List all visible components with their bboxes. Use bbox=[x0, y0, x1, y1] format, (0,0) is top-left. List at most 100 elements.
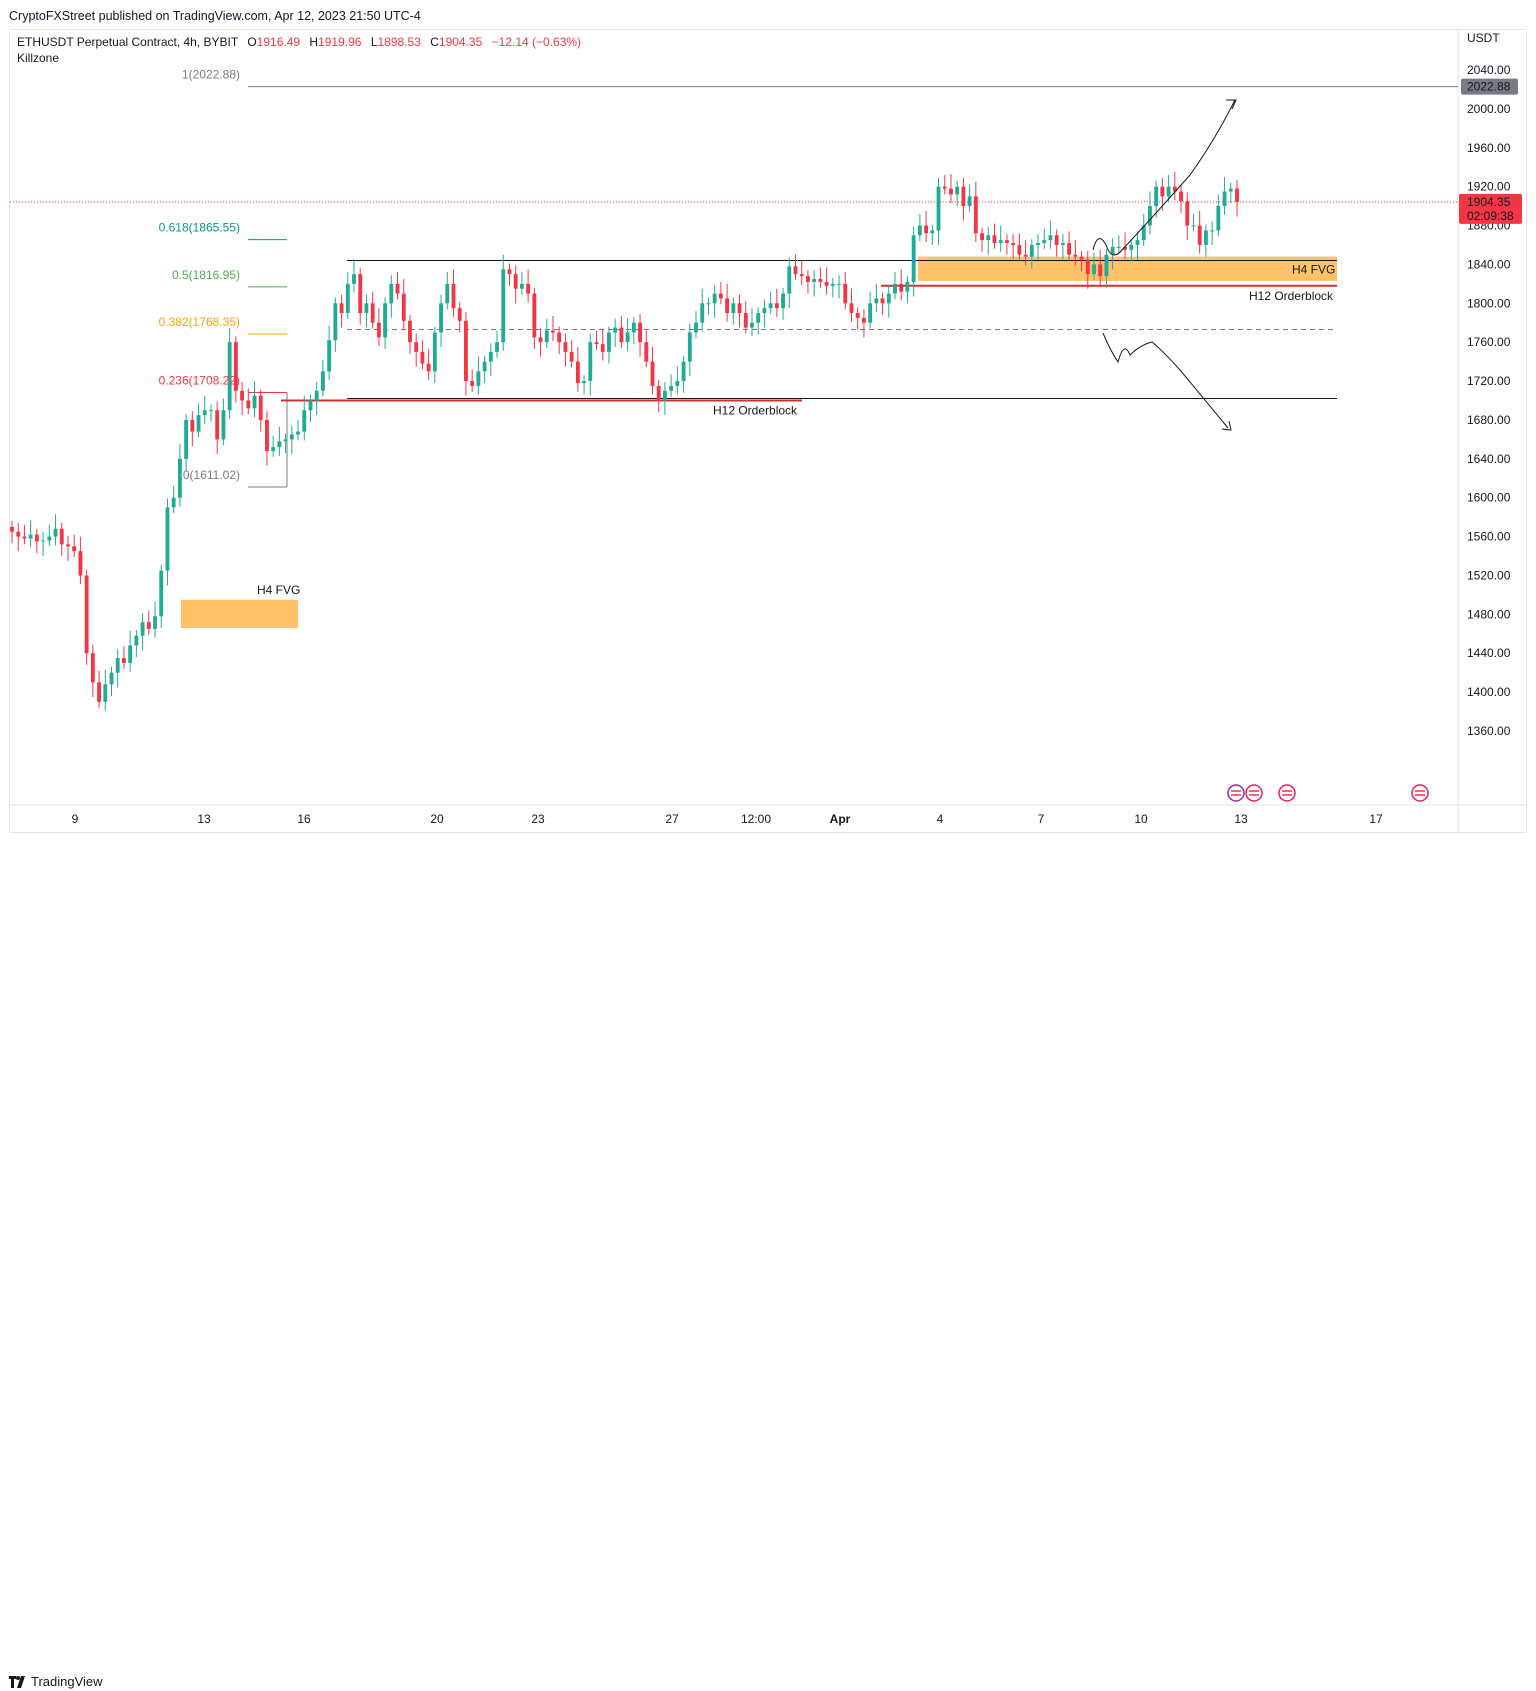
us-flag-icon[interactable] bbox=[1245, 784, 1263, 802]
candle-body bbox=[526, 283, 531, 294]
candle-body bbox=[227, 342, 232, 411]
candle-body bbox=[638, 322, 642, 343]
candle-body bbox=[115, 658, 120, 673]
candle-body bbox=[16, 531, 21, 537]
candle-body bbox=[986, 235, 991, 241]
candle-body bbox=[1123, 246, 1127, 250]
y-tick-label: 1600.00 bbox=[1467, 491, 1511, 505]
candle-body bbox=[1210, 230, 1215, 232]
candle-body bbox=[1216, 206, 1221, 231]
candle-body bbox=[277, 441, 282, 448]
candle-body bbox=[401, 293, 406, 321]
x-tick-label: 10 bbox=[1134, 812, 1148, 826]
candle-body bbox=[725, 298, 730, 314]
top-price-label: 2022.88 bbox=[1467, 80, 1511, 94]
x-tick-label: 17 bbox=[1369, 812, 1383, 826]
y-tick-label: 1640.00 bbox=[1467, 452, 1511, 466]
candle-body bbox=[544, 330, 549, 343]
candle-body bbox=[868, 303, 873, 323]
candle-body bbox=[905, 281, 910, 292]
candle-body bbox=[1203, 230, 1208, 245]
tradingview-brand: TradingView bbox=[31, 1674, 103, 1689]
candle-body bbox=[221, 410, 226, 440]
last-price-badge bbox=[1459, 193, 1522, 224]
candle-body bbox=[1017, 244, 1022, 255]
indicator-name[interactable]: Killzone bbox=[17, 51, 60, 65]
tradingview-logo-icon bbox=[9, 1675, 27, 1688]
candle-body bbox=[1160, 186, 1165, 197]
candle-body bbox=[1085, 259, 1090, 275]
y-tick-label: 1680.00 bbox=[1467, 413, 1511, 427]
candle-body bbox=[476, 371, 481, 386]
candle-body bbox=[1067, 243, 1072, 255]
candle-body bbox=[756, 313, 761, 323]
candle-body bbox=[619, 327, 624, 343]
candle-body bbox=[607, 332, 611, 352]
candle-body bbox=[631, 322, 636, 333]
publisher-bar: CryptoFXStreet published on TradingView.… bbox=[0, 0, 1536, 30]
candle-body bbox=[327, 340, 332, 372]
candle-body bbox=[1048, 235, 1053, 241]
candle-body bbox=[1042, 240, 1047, 244]
bearish-arrow-head bbox=[1221, 420, 1232, 431]
fvg-zone bbox=[181, 599, 298, 628]
candle-body bbox=[1011, 243, 1016, 245]
candle-body bbox=[146, 622, 151, 629]
candle-body bbox=[507, 269, 512, 275]
lightning-event-icon[interactable] bbox=[1227, 784, 1245, 802]
candle-body bbox=[830, 283, 835, 286]
candle-body bbox=[613, 327, 618, 333]
candle-body bbox=[551, 330, 555, 333]
candle-body bbox=[352, 274, 356, 284]
time-axis: 9 13 16 20 23 27 12:00 Apr 4 7 10 13 17 bbox=[72, 784, 1429, 826]
bullish-arrow bbox=[1092, 99, 1236, 256]
tradingview-logo[interactable]: TradingView bbox=[9, 1674, 103, 1689]
candle-body bbox=[140, 622, 145, 636]
bullish-arrow-head bbox=[1226, 99, 1237, 110]
candle-body bbox=[519, 283, 524, 289]
candle-body bbox=[1185, 201, 1190, 226]
candle-body bbox=[700, 303, 705, 323]
fib-label: 0.382(1768.35) bbox=[159, 315, 240, 329]
candle-body bbox=[743, 313, 748, 328]
price-chart[interactable]: H4 FVG H4 FVG 1(2022.88) 0.618(1865.55) 0.5(… bbox=[0, 0, 1536, 864]
candle-body bbox=[694, 322, 698, 333]
candle-body bbox=[134, 635, 139, 646]
candle-body bbox=[1073, 254, 1078, 257]
us-flag-icon[interactable] bbox=[1411, 784, 1429, 802]
candle-body bbox=[464, 320, 468, 382]
candle-body bbox=[1197, 225, 1202, 245]
y-tick-label: 1800.00 bbox=[1467, 296, 1511, 310]
candle-body bbox=[936, 186, 941, 231]
candle-body bbox=[569, 351, 574, 362]
open-label: O bbox=[247, 35, 257, 49]
candle-body bbox=[855, 313, 860, 318]
candle-body bbox=[1116, 246, 1121, 248]
candle-body bbox=[28, 534, 33, 539]
candle-body bbox=[482, 361, 487, 372]
y-tick-label: 1440.00 bbox=[1467, 646, 1511, 660]
candle-body bbox=[886, 293, 891, 304]
candle-body bbox=[488, 351, 493, 362]
symbol-name[interactable]: ETHUSDT Perpetual Contract, 4h, BYBIT bbox=[17, 35, 238, 49]
candle-body bbox=[376, 322, 381, 338]
candle-body bbox=[103, 684, 108, 702]
candle-body bbox=[942, 186, 947, 189]
close-value: 1904.35 bbox=[438, 35, 483, 49]
candle-body bbox=[289, 434, 294, 440]
candle-body bbox=[265, 419, 269, 452]
candle-body bbox=[669, 385, 674, 391]
candle-body bbox=[308, 400, 313, 411]
candle-body bbox=[333, 303, 338, 341]
candle-body bbox=[78, 551, 83, 576]
candle-body bbox=[1079, 256, 1084, 260]
candle-body bbox=[370, 303, 375, 323]
candle-body bbox=[97, 682, 101, 702]
candle-body bbox=[177, 458, 182, 498]
fvg-label: H4 FVG bbox=[1292, 263, 1335, 277]
y-tick-label: 2040.00 bbox=[1467, 63, 1511, 77]
us-flag-icon[interactable] bbox=[1278, 784, 1296, 802]
candle-body bbox=[72, 546, 77, 552]
candle-body bbox=[750, 322, 754, 328]
candle-body bbox=[538, 337, 543, 343]
